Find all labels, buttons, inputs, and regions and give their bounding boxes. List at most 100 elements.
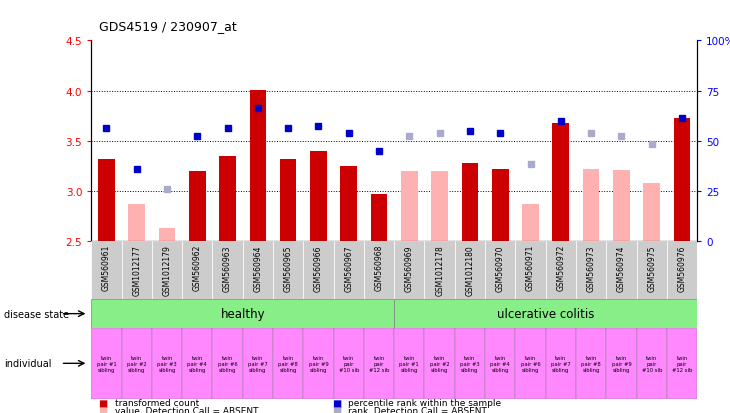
FancyBboxPatch shape [515,328,545,399]
FancyBboxPatch shape [667,328,697,399]
Text: twin
pair #6
sibling: twin pair #6 sibling [520,355,540,372]
Text: twin
pair #1
sibling: twin pair #1 sibling [96,355,116,372]
Text: GSM560962: GSM560962 [193,244,201,291]
Text: ■: ■ [332,405,342,413]
Bar [371,195,388,242]
FancyBboxPatch shape [515,242,546,299]
Text: GSM560965: GSM560965 [284,244,293,291]
Text: GSM560971: GSM560971 [526,244,535,291]
Text: GSM560968: GSM560968 [374,244,383,291]
Text: value, Detection Call = ABSENT: value, Detection Call = ABSENT [115,406,258,413]
Text: twin
pair
#12 sib: twin pair #12 sib [369,355,389,372]
Bar [310,152,327,242]
Text: twin
pair #8
sibling: twin pair #8 sibling [278,355,298,372]
FancyBboxPatch shape [485,242,515,299]
Text: GSM560967: GSM560967 [345,244,353,291]
Bar [340,166,357,242]
Bar [250,90,266,242]
FancyBboxPatch shape [576,328,606,399]
Text: twin
pair #4
sibling: twin pair #4 sibling [491,355,510,372]
FancyBboxPatch shape [394,242,425,299]
Bar [613,171,630,242]
FancyBboxPatch shape [273,328,304,399]
Text: GSM560976: GSM560976 [677,244,686,291]
FancyBboxPatch shape [182,242,212,299]
FancyBboxPatch shape [364,328,394,399]
Text: ■: ■ [99,405,108,413]
Text: twin
pair
#12 sib: twin pair #12 sib [672,355,692,372]
Text: twin
pair #3
sibling: twin pair #3 sibling [157,355,177,372]
FancyBboxPatch shape [152,242,182,299]
FancyBboxPatch shape [91,328,121,399]
Text: rank, Detection Call = ABSENT: rank, Detection Call = ABSENT [348,406,487,413]
Text: GSM560964: GSM560964 [253,244,262,291]
FancyBboxPatch shape [394,328,425,399]
Text: twin
pair #9
sibling: twin pair #9 sibling [309,355,328,372]
Text: GSM1012178: GSM1012178 [435,244,444,295]
Text: GSM560975: GSM560975 [648,244,656,291]
FancyBboxPatch shape [182,328,212,399]
Text: twin
pair #4
sibling: twin pair #4 sibling [188,355,207,372]
Text: GSM560970: GSM560970 [496,244,504,291]
FancyBboxPatch shape [546,242,576,299]
FancyBboxPatch shape [606,328,637,399]
Bar [583,169,599,242]
FancyBboxPatch shape [122,242,152,299]
FancyBboxPatch shape [212,328,242,399]
Bar [553,123,569,242]
Text: GSM560966: GSM560966 [314,244,323,291]
FancyBboxPatch shape [485,328,515,399]
FancyBboxPatch shape [242,328,273,399]
FancyBboxPatch shape [606,242,637,299]
Bar [431,171,448,242]
Text: twin
pair #2
sibling: twin pair #2 sibling [430,355,450,372]
FancyBboxPatch shape [667,242,697,299]
FancyBboxPatch shape [91,299,394,328]
Text: twin
pair #7
sibling: twin pair #7 sibling [248,355,268,372]
Text: twin
pair #2
sibling: twin pair #2 sibling [127,355,147,372]
Bar [219,157,236,242]
Bar [158,228,175,242]
FancyBboxPatch shape [455,328,485,399]
Text: GSM1012180: GSM1012180 [466,244,474,295]
FancyBboxPatch shape [91,242,122,299]
Bar [674,119,691,242]
FancyBboxPatch shape [121,328,152,399]
Text: GDS4519 / 230907_at: GDS4519 / 230907_at [99,20,237,33]
FancyBboxPatch shape [637,328,667,399]
Text: twin
pair #7
sibling: twin pair #7 sibling [551,355,571,372]
Text: ■: ■ [332,398,342,408]
Bar [401,171,418,242]
Bar [461,164,478,242]
Text: twin
pair #1
sibling: twin pair #1 sibling [399,355,419,372]
FancyBboxPatch shape [364,242,394,299]
Bar [643,183,660,242]
FancyBboxPatch shape [425,242,455,299]
Bar [189,171,206,242]
FancyBboxPatch shape [304,328,334,399]
Text: twin
pair
#10 sib: twin pair #10 sib [339,355,359,372]
Bar [280,159,296,242]
FancyBboxPatch shape [334,242,364,299]
Text: GSM560961: GSM560961 [102,244,111,291]
Text: GSM560974: GSM560974 [617,244,626,291]
FancyBboxPatch shape [304,242,334,299]
FancyBboxPatch shape [637,242,667,299]
Text: ■: ■ [99,398,108,408]
Text: GSM1012179: GSM1012179 [163,244,172,295]
FancyBboxPatch shape [334,328,364,399]
Text: twin
pair #6
sibling: twin pair #6 sibling [218,355,237,372]
Text: twin
pair #9
sibling: twin pair #9 sibling [612,355,631,372]
Text: GSM560972: GSM560972 [556,244,565,291]
Text: GSM560973: GSM560973 [587,244,596,291]
Bar [522,204,539,242]
FancyBboxPatch shape [545,328,576,399]
Text: GSM1012177: GSM1012177 [132,244,141,295]
Text: percentile rank within the sample: percentile rank within the sample [348,398,502,407]
Bar [128,204,145,242]
Bar [98,159,115,242]
Text: twin
pair #3
sibling: twin pair #3 sibling [460,355,480,372]
FancyBboxPatch shape [242,242,273,299]
Bar [492,169,509,242]
FancyBboxPatch shape [212,242,242,299]
